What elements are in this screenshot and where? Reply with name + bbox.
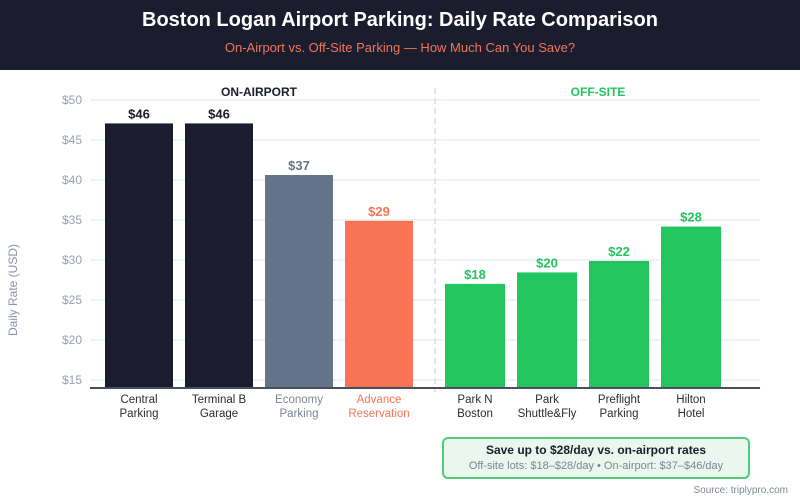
x-tick-label: Park [535, 394, 559, 406]
bar-value-label: $18 [464, 267, 486, 282]
bar [265, 174, 333, 387]
y-tick-label: $45 [62, 133, 82, 147]
x-tick-label: Advance [357, 394, 402, 406]
y-tick-label: $25 [62, 293, 82, 307]
y-axis-label: Daily Rate (USD) [6, 244, 20, 336]
y-tick-label: $35 [62, 213, 82, 227]
bar [661, 226, 721, 387]
group-label-off-site: OFF-SITE [571, 85, 626, 99]
x-tick-label: Hilton [676, 394, 705, 406]
bar [445, 283, 505, 387]
bar [345, 220, 413, 387]
bar-value-label: $37 [288, 158, 310, 173]
bar [105, 123, 173, 388]
x-tick-label: Terminal B [192, 394, 247, 406]
bar-value-label: $29 [368, 204, 390, 219]
x-tick-label: Boston [457, 408, 493, 420]
x-tick-label: Shuttle&Fly [518, 408, 577, 420]
x-tick-label: Park N [457, 394, 492, 406]
savings-callout: Save up to $28/day vs. on-airport rates … [442, 437, 750, 479]
x-tick-label: Hotel [678, 408, 705, 420]
source-note: Source: triplypro.com [693, 485, 788, 496]
bar-value-label: $46 [128, 106, 150, 121]
x-tick-label: Parking [280, 408, 319, 420]
y-tick-label: $30 [62, 253, 82, 267]
x-tick-label: Reservation [348, 408, 409, 420]
chart-title: Boston Logan Airport Parking: Daily Rate… [142, 9, 658, 31]
x-tick-label: Parking [600, 408, 639, 420]
bar [589, 260, 649, 387]
x-tick-label: Garage [200, 408, 238, 420]
bar-value-label: $46 [208, 106, 230, 121]
bar [185, 123, 253, 388]
x-tick-label: Preflight [598, 394, 641, 406]
bar-value-label: $22 [608, 244, 630, 259]
y-tick-label: $40 [62, 173, 82, 187]
x-tick-label: Central [120, 394, 157, 406]
x-tick-label: Economy [275, 394, 323, 406]
chart-subtitle: On-Airport vs. Off-Site Parking — How Mu… [224, 40, 576, 55]
savings-detail: Off-site lots: $18–$28/day • On-airport:… [468, 460, 724, 472]
group-label-on-airport: ON-AIRPORT [221, 85, 298, 99]
y-tick-label: $50 [62, 93, 82, 107]
bar [517, 272, 577, 387]
bar-value-label: $20 [536, 255, 558, 270]
y-tick-label: $15 [62, 373, 82, 387]
bar-value-label: $28 [680, 210, 702, 225]
x-tick-label: Parking [120, 408, 159, 420]
header-banner: Boston Logan Airport Parking: Daily Rate… [0, 0, 800, 70]
savings-headline: Save up to $28/day vs. on-airport rates [485, 443, 707, 457]
y-tick-label: $20 [62, 333, 82, 347]
